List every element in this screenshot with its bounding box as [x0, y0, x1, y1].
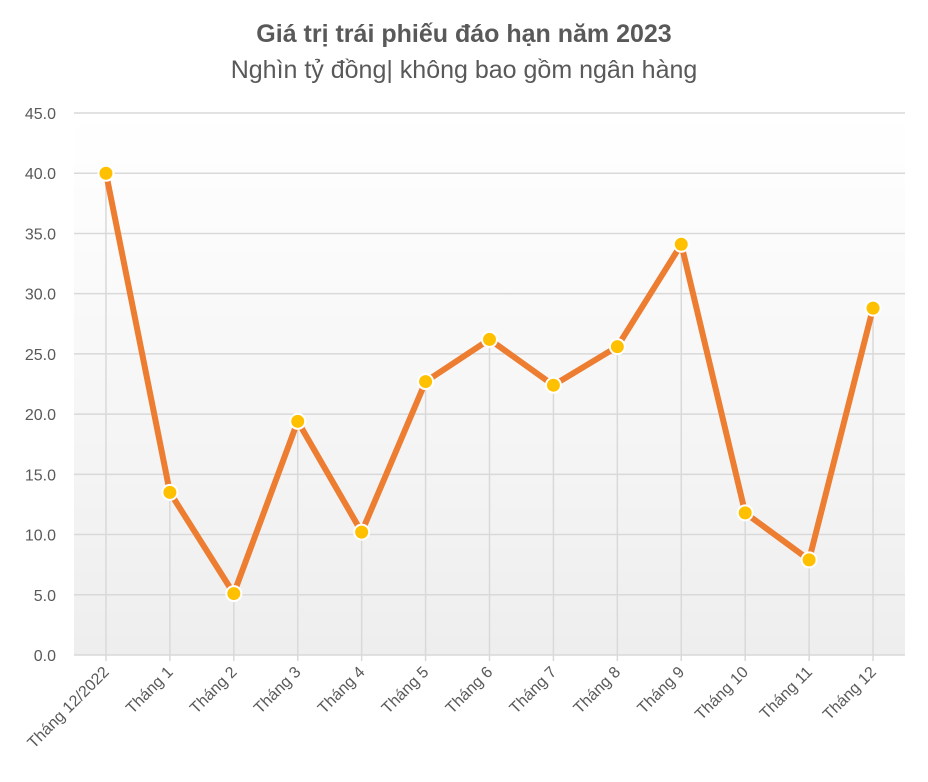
- x-tick-label: Tháng 4: [315, 664, 369, 718]
- x-tick-label: Tháng 8: [571, 664, 625, 718]
- x-tick-label: Tháng 1: [123, 664, 177, 718]
- data-point: [161, 483, 179, 501]
- chart-title: Giá trị trái phiếu đáo hạn năm 2023: [256, 20, 672, 48]
- data-point: [353, 523, 371, 541]
- x-axis-ticks: Tháng 12/2022 Tháng 1 Tháng 2 Tháng 3 Tháng …: [25, 664, 880, 752]
- y-tick-label: 30.0: [25, 287, 56, 304]
- data-point: [672, 235, 690, 253]
- y-tick-label: 10.0: [25, 528, 56, 545]
- vertical-gridlines: [105, 173, 874, 661]
- x-tick-label: Tháng 2: [187, 664, 241, 718]
- x-tick-label: Tháng 9: [635, 664, 689, 718]
- data-points: [97, 164, 882, 603]
- data-point: [481, 330, 498, 348]
- data-point: [736, 504, 754, 522]
- x-tick-label: Tháng 3: [251, 664, 305, 718]
- data-point: [544, 376, 562, 394]
- y-tick-label: 5.0: [34, 588, 56, 605]
- y-tick-label: 40.0: [25, 166, 56, 183]
- chart-subtitle: Nghìn tỷ đồng| không bao gồm ngân hàng: [230, 56, 698, 84]
- y-tick-label: 20.0: [25, 407, 56, 424]
- data-point: [800, 551, 818, 569]
- x-tick-label: Tháng 7: [507, 664, 561, 718]
- data-point: [225, 585, 243, 603]
- data-point: [97, 164, 115, 182]
- data-point: [608, 338, 626, 356]
- y-tick-label: 35.0: [25, 226, 56, 243]
- data-point: [289, 412, 307, 430]
- x-tick-label: Tháng 5: [379, 664, 433, 718]
- x-tick-label: Tháng 10: [692, 664, 752, 724]
- y-tick-label: 25.0: [25, 347, 56, 364]
- y-tick-label: 45.0: [25, 106, 56, 123]
- x-tick-label: Tháng 12/2022: [25, 664, 113, 752]
- y-tick-label: 0.0: [34, 648, 56, 665]
- y-tick-label: 15.0: [25, 467, 56, 484]
- y-axis-ticks: 0.0 5.0 10.0 15.0 20.0 25.0 30.0 35.0 40.0 45.0: [25, 106, 56, 665]
- x-tick-label: Tháng 6: [443, 664, 497, 718]
- x-tick-label: Tháng 11: [757, 664, 816, 723]
- x-tick-label: Tháng 12: [820, 664, 880, 724]
- data-point: [864, 299, 882, 317]
- data-point: [417, 373, 435, 391]
